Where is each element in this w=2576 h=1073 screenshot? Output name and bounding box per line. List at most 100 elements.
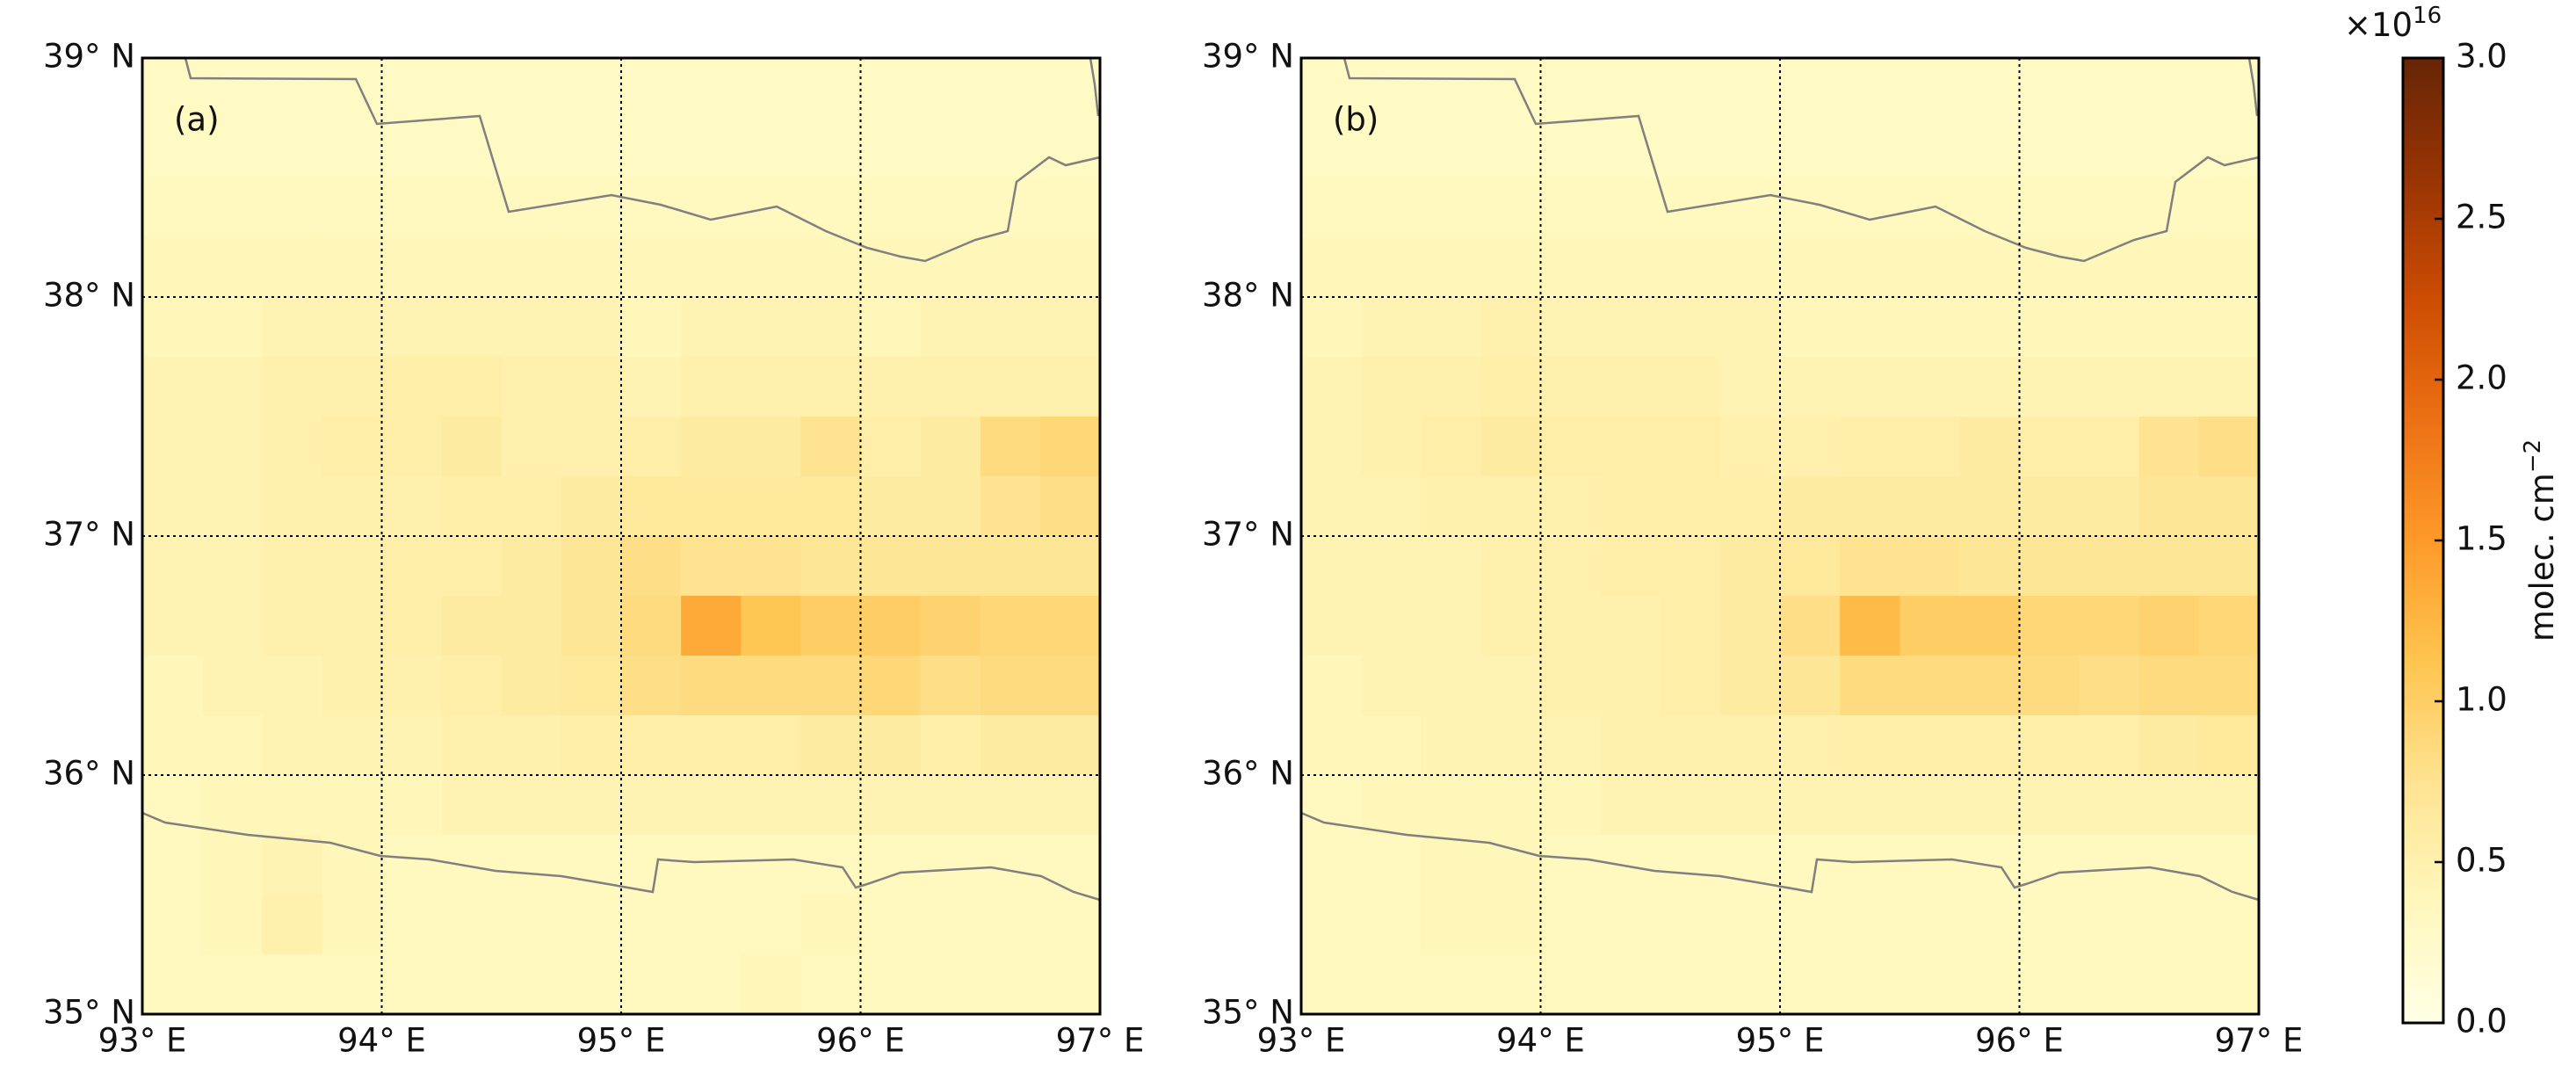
heatmap-cell [501,775,562,836]
heatmap-cell [1959,297,2021,358]
heatmap-cell [2079,895,2140,955]
heatmap-cell [2019,178,2080,238]
heatmap-cell [1959,178,2021,238]
heatmap-cell [142,656,203,716]
heatmap-cell [860,237,922,298]
heatmap-cell [1840,58,1900,119]
heatmap-cell [860,58,922,119]
heatmap-cell [2138,775,2200,836]
heatmap-cell [142,715,203,776]
heatmap-cell [2019,895,2080,955]
heatmap-cell [1840,417,1900,477]
heatmap-cell [1039,596,1101,656]
heatmap-cell [142,297,203,358]
heatmap-cell [2079,954,2140,1015]
heatmap-cell [1039,118,1101,178]
heatmap-cell [1899,954,1960,1015]
heatmap-cell [1480,118,1542,178]
heatmap-cell [1480,476,1542,537]
heatmap-cell [262,596,322,656]
heatmap-cell [2198,357,2260,417]
heatmap-cell [1780,715,1841,776]
heatmap-cell [142,417,203,477]
heatmap-cell [1421,895,1481,955]
x-tick-label: 96° E [1975,1022,2064,1060]
heatmap-cell [441,835,503,895]
y-tick-label: 39° N [43,38,135,76]
heatmap-cell [561,715,622,776]
x-tick-label: 93° E [1257,1022,1346,1060]
heatmap-cell [621,237,682,298]
heatmap-cell [441,596,503,656]
heatmap-cell [1361,417,1422,477]
heatmap-cell [2079,775,2140,836]
heatmap-cell [2079,656,2140,716]
heatmap-cell [1480,536,1542,597]
heatmap-cell [2019,596,2080,656]
heatmap-cell [322,596,383,656]
heatmap-cell [1039,297,1101,358]
heatmap-cell [1840,895,1900,955]
heatmap-cell [1540,596,1602,656]
heatmap-cell [441,656,503,716]
heatmap-cell [1361,118,1422,178]
heatmap-cell [1780,596,1841,656]
heatmap-cell [1600,357,1661,417]
heatmap-cell [741,954,801,1015]
heatmap-cell [860,417,922,477]
heatmap-cell [2138,357,2200,417]
heatmap-cell [1039,178,1101,238]
heatmap-cell [741,118,801,178]
heatmap-cell [1959,954,2021,1015]
heatmap-cell [621,118,682,178]
heatmap-cell [1719,835,1781,895]
heatmap-cell [1660,536,1721,597]
heatmap-cell [1959,656,2021,716]
heatmap-cell [1600,656,1661,716]
heatmap-cell [1361,476,1422,537]
heatmap-cell [381,536,443,597]
heatmap-cell [2138,237,2200,298]
heatmap-cell [1480,178,1542,238]
heatmap-cell [2138,596,2200,656]
heatmap-cell [381,895,443,955]
heatmap-cell [202,656,263,716]
heatmap-cell [561,954,622,1015]
heatmap-cell [2138,954,2200,1015]
heatmap-cell [381,656,443,716]
heatmap-cell [262,536,322,597]
heatmap-cell [142,596,203,656]
heatmap-cell [381,237,443,298]
heatmap-cell [860,775,922,836]
heatmap-cell [2138,58,2200,119]
heatmap-cell [142,118,203,178]
y-tick-label: 35° N [1202,994,1294,1032]
heatmap-cell [1780,417,1841,477]
heatmap-cell [920,536,981,597]
heatmap-cell [741,417,801,477]
heatmap-cell [501,835,562,895]
heatmap-cell [681,775,742,836]
heatmap-cell [860,895,922,955]
heatmap-cell [561,118,622,178]
heatmap-cell [501,954,562,1015]
heatmap-cell [501,58,562,119]
heatmap-cell [1301,775,1362,836]
colorbar-tick-label: 3.0 [2456,38,2507,76]
heatmap-cell [1361,297,1422,358]
heatmap-cell [441,775,503,836]
heatmap-cell [322,715,383,776]
heatmap-cell [1660,715,1721,776]
heatmap-cell [920,596,981,656]
heatmap-cell [741,357,801,417]
heatmap-cell [501,656,562,716]
heatmap-cell [1840,715,1900,776]
heatmap-cell [681,178,742,238]
heatmap-cell [262,297,322,358]
y-tick-label: 37° N [43,516,135,554]
heatmap-cell [980,835,1041,895]
heatmap-cell [1660,118,1721,178]
heatmap-cell [2198,895,2260,955]
heatmap-cell [980,417,1041,477]
heatmap-cell [1480,596,1542,656]
